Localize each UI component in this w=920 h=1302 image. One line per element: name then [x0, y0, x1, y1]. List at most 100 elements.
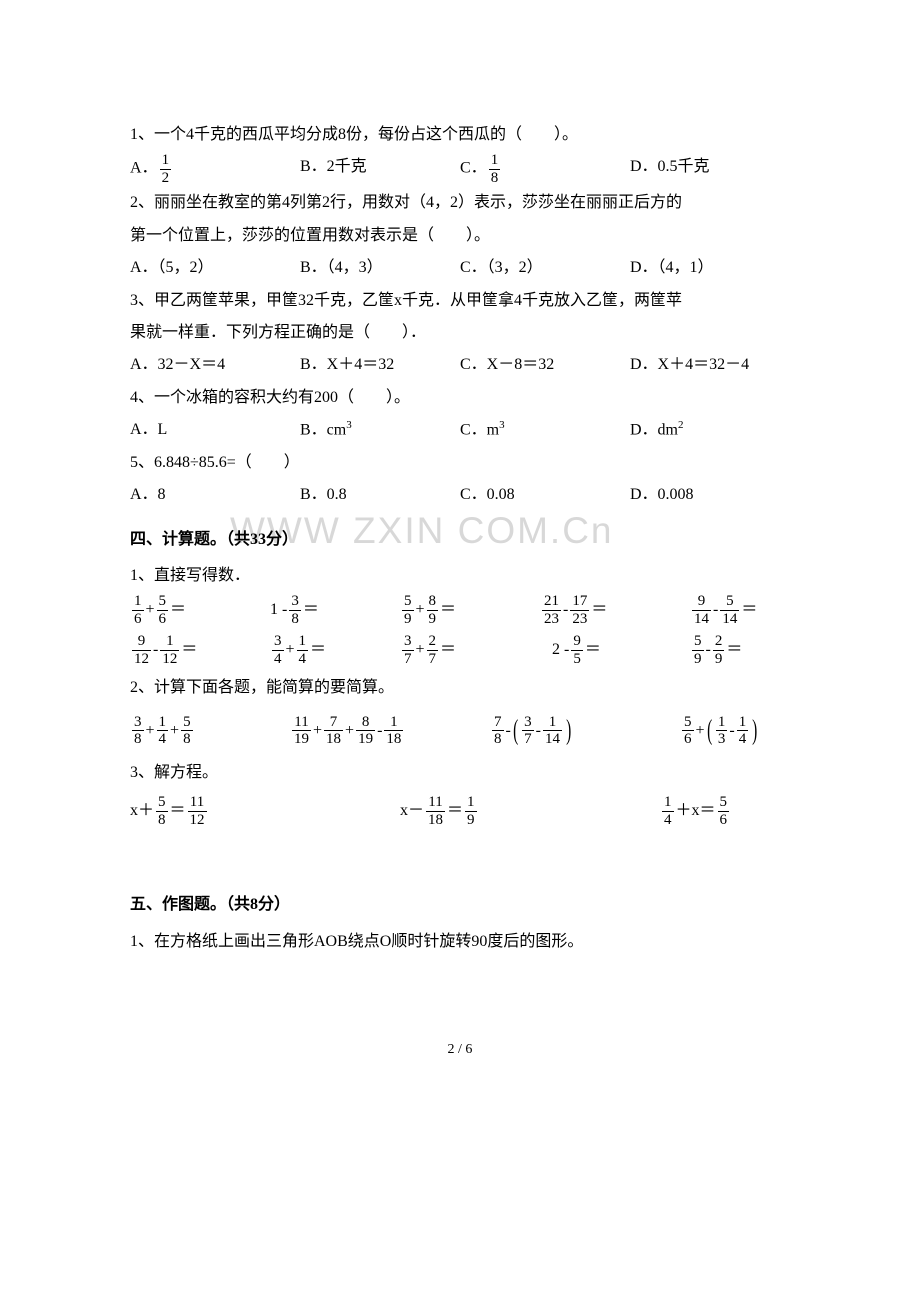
eq: ＝	[591, 595, 607, 625]
fd: 14	[720, 610, 739, 628]
fd: 3	[716, 730, 728, 748]
fn: 5	[718, 794, 730, 811]
q4-opt-d: D．dm2	[630, 415, 684, 446]
q1-opt-b: B．2千克	[300, 152, 460, 186]
calc2-c2: 1119+718+819-118	[290, 714, 490, 748]
calc2-c3: 78-(37-114)	[490, 714, 680, 748]
fd: 4	[297, 650, 309, 668]
q3-opt-b: B．X＋4＝32	[300, 350, 460, 380]
op: +	[313, 716, 322, 746]
op: +	[146, 716, 155, 746]
q5-text: 5、6.848÷85.6=（ ）	[130, 448, 790, 478]
fn: 1	[737, 714, 749, 731]
q4-opt-c: C．m3	[460, 415, 630, 446]
eq: ＝	[726, 635, 742, 665]
q1-a-frac: 12	[160, 152, 172, 186]
q3-options: A．32－X＝4 B．X＋4＝32 C．X－8＝32 D．X＋4＝32－4	[130, 350, 790, 380]
calc1-r2c4: 2 -95＝	[540, 633, 690, 667]
op: +	[146, 595, 155, 625]
mid: ＋x＝	[676, 796, 716, 826]
q4-c-text: C．m	[460, 421, 499, 438]
frac-num: 1	[489, 152, 501, 169]
frac-den: 2	[160, 169, 172, 187]
fd: 4	[272, 650, 284, 668]
pre: x＋	[130, 796, 154, 826]
fn: 11	[426, 794, 444, 811]
fn: 3	[402, 633, 414, 650]
eq: ＝	[170, 595, 186, 625]
eq: ＝	[585, 635, 601, 665]
fn: 9	[696, 593, 708, 610]
fd: 4	[737, 730, 749, 748]
fn: 1	[388, 714, 400, 731]
fn: 3	[272, 633, 284, 650]
fd: 19	[292, 730, 311, 748]
op: +	[416, 595, 425, 625]
eq: ＝	[170, 796, 186, 826]
calc1-r1c2: 1 -38＝	[270, 593, 400, 627]
fn: 3	[289, 593, 301, 610]
op: +	[416, 635, 425, 665]
fd: 4	[662, 811, 674, 829]
section5-header: 五、作图题。（共8分）	[130, 890, 790, 920]
op: -	[536, 716, 541, 746]
q3-text1: 3、甲乙两筐苹果，甲筐32千克，乙筐x千克．从甲筐拿4千克放入乙筐，两筐苹	[130, 286, 790, 316]
eq: ＝	[303, 595, 319, 625]
q1-opt-d: D．0.5千克	[630, 152, 710, 186]
calc3-title: 3、解方程。	[130, 758, 790, 788]
page-footer: 2 / 6	[130, 1037, 790, 1064]
fd: 9	[713, 650, 725, 668]
calc2-title: 2、计算下面各题，能简算的要简算。	[130, 673, 790, 703]
fd: 9	[402, 610, 414, 628]
fn: 1	[547, 714, 559, 731]
op: +	[696, 716, 705, 746]
frac-den: 8	[489, 169, 501, 187]
q1-text: 1、一个4千克的西瓜平均分成8份，每份占这个西瓜的（ ）。	[130, 120, 790, 150]
q4-d-sup: 2	[678, 419, 684, 431]
fd: 7	[522, 730, 534, 748]
lparen: (	[707, 717, 712, 745]
fn: 5	[402, 593, 414, 610]
q2-opt-c: C．（3，2）	[460, 253, 630, 283]
eq: ＝	[447, 796, 463, 826]
fd: 23	[570, 610, 589, 628]
op: -	[563, 595, 568, 625]
fn: 3	[132, 714, 144, 731]
fn: 8	[360, 714, 372, 731]
fn: 9	[571, 633, 583, 650]
q4-opt-a: A．L	[130, 415, 300, 446]
q5-opt-b: B．0.8	[300, 480, 460, 510]
q1-c-prefix: C．	[460, 160, 487, 177]
calc2-c4: 56+(13-14)	[680, 714, 760, 748]
fd: 18	[384, 730, 403, 748]
q4-b-sup: 3	[346, 419, 352, 431]
op: -	[729, 716, 734, 746]
calc1-title: 1、直接写得数．	[130, 561, 790, 591]
q4-opt-b: B．cm3	[300, 415, 460, 446]
q1-opt-c: C．18	[460, 152, 630, 186]
q2-opt-a: A．（5，2）	[130, 253, 300, 283]
fn: 5	[692, 633, 704, 650]
rparen: )	[752, 717, 757, 745]
fn: 11	[292, 714, 310, 731]
fd: 7	[402, 650, 414, 668]
frac-num: 1	[160, 152, 172, 169]
fn: 1	[164, 633, 176, 650]
fd: 8	[181, 730, 193, 748]
fn: 5	[157, 593, 169, 610]
q4-text: 4、一个冰箱的容积大约有200（ ）。	[130, 383, 790, 413]
fd: 12	[132, 650, 151, 668]
q3-text2: 果就一样重．下列方程正确的是（ ）．	[130, 318, 790, 348]
fn: 2	[427, 633, 439, 650]
fn: 11	[188, 794, 206, 811]
fd: 8	[132, 730, 144, 748]
pre: 2 -	[552, 635, 569, 665]
calc1-r1c4: 2123-1723＝	[540, 593, 690, 627]
fd: 18	[426, 811, 445, 829]
q4-d-text: D．dm	[630, 421, 678, 438]
lparen: (	[513, 717, 518, 745]
op: -	[713, 595, 718, 625]
calc1-r1c5: 914-514＝	[690, 593, 757, 627]
eq: ＝	[310, 635, 326, 665]
calc1-r1c3: 59+89＝	[400, 593, 540, 627]
